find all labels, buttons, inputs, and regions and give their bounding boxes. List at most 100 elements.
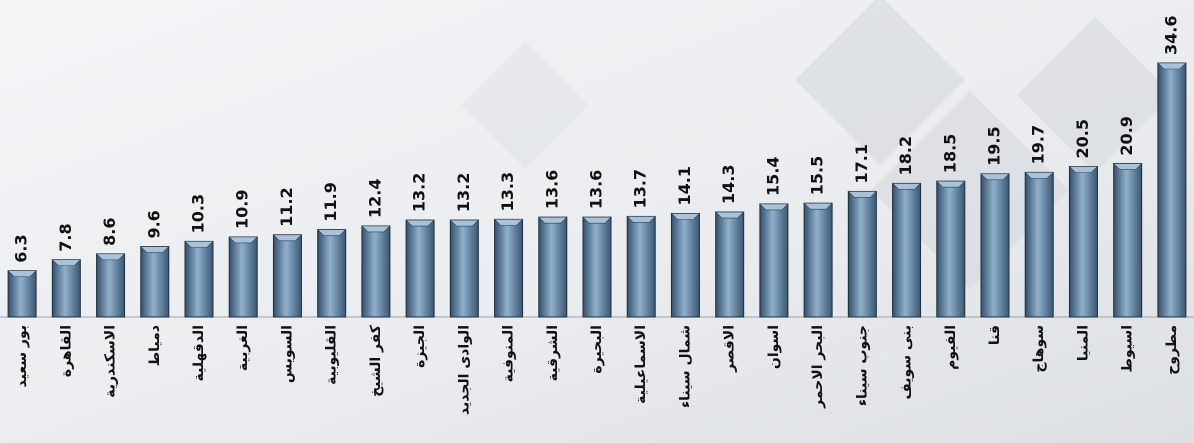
bar-cap: [980, 173, 1010, 181]
category-label: الاسماعيلية: [633, 325, 649, 404]
bar-cap: [184, 241, 214, 248]
bar: [892, 182, 922, 318]
value-label: 19.5: [985, 126, 1004, 165]
value-label: 20.9: [1117, 116, 1136, 155]
category-label: الاقصر: [722, 325, 738, 373]
category-label: بور سعيد: [14, 325, 30, 387]
bar: [51, 259, 81, 318]
bar: [1024, 171, 1054, 318]
bar: [538, 216, 568, 318]
bar: [1068, 166, 1098, 318]
category-label: القليوبية: [324, 325, 340, 385]
bar-cap: [316, 229, 347, 236]
category-label: بنى سويف: [899, 325, 915, 399]
category-label: الوادى الجديد: [456, 325, 472, 415]
bar-cap: [582, 216, 612, 224]
bar: [405, 219, 435, 318]
bar-cap: [936, 180, 966, 188]
bar-cap: [7, 270, 37, 278]
bar-cap: [538, 216, 568, 224]
bar-cap: [1112, 163, 1143, 170]
value-label: 7.8: [56, 223, 75, 251]
bar-cap: [405, 219, 435, 227]
category-label: الاسكندرية: [103, 325, 119, 398]
bar-cap: [449, 219, 480, 227]
bar-cap: [51, 259, 82, 267]
category-label: الغربية: [235, 325, 251, 371]
category-label: البحيرة: [589, 325, 605, 374]
value-label: 13.3: [498, 172, 517, 211]
bar-cap: [1157, 62, 1187, 70]
value-label: 14.1: [675, 166, 694, 205]
value-label: 12.4: [365, 178, 384, 217]
category-label: شمال سيناء: [677, 325, 693, 408]
value-label: 8.6: [100, 218, 119, 246]
category-label: المنوفية: [501, 325, 517, 382]
bar-cap: [361, 225, 391, 233]
bar-cap: [847, 191, 878, 198]
value-label: 18.5: [940, 134, 959, 173]
bar: [626, 215, 656, 318]
bar: [272, 234, 302, 318]
bar: [7, 270, 37, 318]
bar-cap: [670, 213, 701, 220]
category-label: قنا: [987, 325, 1003, 345]
value-label: 13.6: [587, 170, 606, 209]
bar-cap: [493, 219, 524, 226]
bar: [847, 190, 877, 318]
value-label: 15.4: [763, 156, 782, 195]
bar: [936, 180, 966, 318]
bar-cap: [803, 202, 833, 210]
bar-cap: [95, 253, 126, 261]
bar: [980, 173, 1010, 318]
bar-cap: [1068, 166, 1099, 173]
bar: [582, 216, 612, 318]
value-label: 13.2: [454, 173, 473, 212]
bar: [494, 218, 524, 318]
bar: [317, 229, 347, 318]
bar: [361, 225, 391, 318]
value-label: 9.6: [144, 210, 163, 238]
value-label: 6.3: [12, 234, 31, 262]
bar-cap: [626, 216, 656, 223]
category-label: البحر الاحمر: [810, 325, 826, 409]
category-label: المنيا: [1075, 325, 1091, 361]
value-label: 13.7: [631, 169, 650, 208]
bar: [184, 240, 214, 318]
value-label: 14.3: [719, 165, 738, 204]
category-label: الشرقية: [545, 325, 561, 381]
category-label: الدقهلية: [191, 325, 207, 381]
category-label: جنوب سيناء: [854, 325, 870, 406]
category-label: السويس: [279, 325, 295, 383]
value-label: 15.5: [808, 156, 827, 195]
bar: [1113, 163, 1143, 318]
bar: [759, 203, 789, 318]
value-label: 11.9: [321, 182, 340, 221]
bar: [803, 202, 833, 318]
bar: [140, 246, 170, 318]
category-label: اسيوط: [1120, 325, 1136, 373]
bar: [1157, 62, 1187, 318]
category-label: مطروح: [1164, 325, 1180, 375]
value-label: 10.3: [189, 194, 208, 233]
value-label: 13.6: [542, 170, 561, 209]
bar-cap: [1024, 172, 1054, 179]
bar: [228, 236, 258, 318]
value-label: 19.7: [1029, 125, 1048, 164]
category-label: سوهاج: [1031, 325, 1047, 373]
bar: [96, 253, 126, 318]
value-label: 17.1: [852, 144, 871, 183]
category-label: كفر الشيخ: [368, 324, 384, 397]
bar-cap: [759, 203, 789, 211]
bar-cap: [891, 183, 922, 190]
category-label: دمياط: [147, 325, 163, 366]
bar-cap: [714, 211, 745, 219]
value-label: 13.2: [410, 173, 429, 212]
value-label: 18.2: [896, 136, 915, 175]
bar-cap: [272, 234, 303, 242]
category-label: الجيزة: [412, 325, 428, 368]
bar: [670, 212, 700, 318]
value-label: 34.6: [1161, 16, 1180, 55]
value-label: 11.2: [277, 187, 296, 226]
